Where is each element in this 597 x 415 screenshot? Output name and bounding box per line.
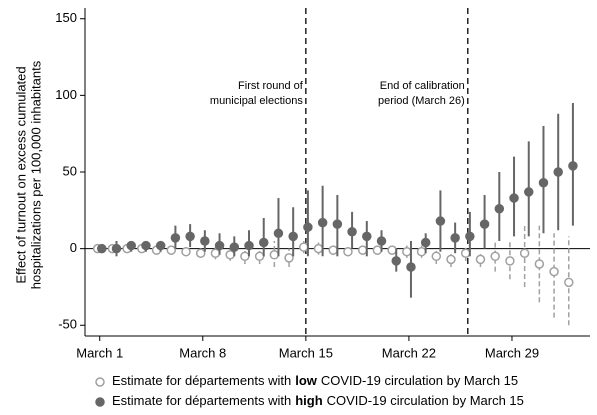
point	[258, 237, 269, 248]
x-tick-label: March 22	[382, 345, 436, 360]
point	[435, 216, 446, 226]
point	[328, 245, 338, 255]
point	[332, 219, 343, 229]
point	[155, 240, 166, 251]
point	[475, 254, 486, 265]
x-tick-label: March 8	[179, 345, 226, 360]
y-axis-label: hospitalizations per 100,000 inhabitants	[28, 60, 43, 289]
point	[141, 240, 151, 251]
x-tick-label: March 15	[279, 345, 333, 360]
legend-label: Estimate for départements with low COVID-1…	[112, 373, 518, 388]
point	[225, 250, 235, 260]
point	[553, 167, 563, 177]
legend-marker	[95, 377, 105, 387]
legend-label: Estimate for départements with high COVID-…	[112, 393, 524, 408]
point	[303, 222, 313, 232]
point	[534, 259, 545, 269]
point	[505, 256, 515, 266]
y-tick-label: 0	[70, 240, 77, 255]
y-tick-label: 50	[63, 163, 77, 178]
annotation: period (March 26)	[378, 95, 465, 107]
annotation: End of calibration	[380, 80, 465, 92]
point	[210, 248, 221, 258]
point	[387, 245, 397, 255]
point	[431, 251, 442, 262]
point	[450, 233, 460, 243]
point	[490, 251, 500, 262]
legend-label-part: low	[295, 373, 318, 388]
point	[299, 242, 309, 252]
annotation: municipal elections	[210, 95, 303, 107]
y-tick-label: 150	[55, 10, 77, 25]
x-tick-label: March 29	[485, 345, 539, 360]
point	[200, 236, 210, 246]
point	[372, 245, 383, 255]
point	[214, 240, 225, 251]
point	[519, 248, 530, 258]
point	[538, 177, 549, 188]
point	[343, 246, 353, 257]
point	[347, 227, 357, 237]
x-tick-label: March 1	[76, 345, 123, 360]
point	[420, 237, 431, 248]
point	[229, 242, 240, 252]
point	[479, 219, 490, 229]
point	[288, 231, 298, 242]
legend-label-part: high	[295, 393, 322, 408]
point	[170, 233, 181, 243]
point	[549, 266, 559, 277]
point	[524, 187, 534, 197]
point	[460, 248, 471, 258]
point	[509, 193, 519, 203]
point	[317, 217, 328, 228]
point	[416, 246, 427, 257]
legend-label-part: Estimate for départements with	[112, 393, 291, 408]
point	[181, 246, 191, 257]
point	[465, 231, 475, 242]
point	[313, 243, 324, 254]
point	[494, 204, 505, 214]
legend-marker	[95, 397, 105, 407]
point	[446, 254, 456, 265]
point	[406, 262, 416, 272]
point	[254, 251, 265, 262]
point	[195, 248, 206, 258]
point	[284, 253, 294, 263]
point	[126, 240, 136, 251]
y-tick-label: 100	[55, 87, 77, 102]
point	[568, 161, 578, 171]
y-tick-label: -50	[58, 317, 77, 332]
point	[111, 243, 122, 254]
point	[564, 277, 574, 288]
legend-label-part: Estimate for départements with	[112, 373, 291, 388]
point	[185, 231, 195, 242]
y-axis-label: Effect of turnout on excess cumulated	[13, 66, 28, 283]
legend-label-part: COVID-19 circulation by March 15	[321, 373, 518, 388]
point	[240, 251, 250, 262]
point	[269, 250, 280, 260]
point	[357, 245, 368, 255]
point	[97, 243, 107, 254]
point	[273, 228, 284, 239]
point	[376, 236, 387, 246]
point	[244, 240, 254, 251]
legend-label-part: COVID-19 circulation by March 15	[327, 393, 524, 408]
point	[362, 231, 372, 242]
point	[166, 245, 177, 255]
point	[391, 256, 401, 266]
point	[402, 246, 412, 257]
annotation: First round of	[238, 80, 304, 92]
